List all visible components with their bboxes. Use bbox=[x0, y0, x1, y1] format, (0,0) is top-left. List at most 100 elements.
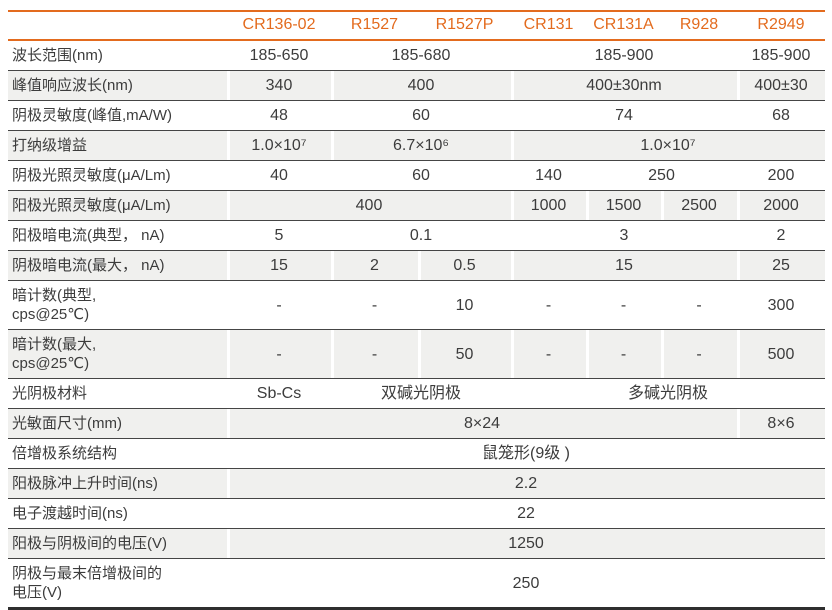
row-label: 光敏面尺寸(mm) bbox=[12, 415, 122, 432]
value-cell: 74 bbox=[511, 101, 737, 131]
value-cell: 1250 bbox=[227, 529, 825, 559]
value-cell: 250 bbox=[227, 559, 825, 609]
value-cell: - bbox=[227, 330, 331, 379]
value-cell: 400 bbox=[227, 191, 511, 221]
value-cell: 8×24 bbox=[227, 409, 737, 439]
value-cell: - bbox=[511, 330, 586, 379]
row-label: 倍增极系统结构 bbox=[12, 445, 118, 462]
row-peak-wavelength: 峰值响应波长(nm) 340 400 400±30nm 400±30 bbox=[8, 70, 825, 101]
value-cell: 68 bbox=[737, 101, 825, 131]
value-cell: 22 bbox=[227, 499, 825, 529]
column-header-cr131: CR131 bbox=[523, 16, 574, 33]
row-label: 暗计数(最大, cps@25℃) bbox=[12, 336, 97, 372]
value-cell: 10 bbox=[418, 281, 511, 330]
value-cell: 140 bbox=[511, 161, 586, 191]
value-cell: 185-900 bbox=[737, 40, 825, 71]
row-label: 阴极与最末倍增极间的 电压(V) bbox=[12, 565, 163, 601]
row-label: 峰值响应波长(nm) bbox=[12, 77, 133, 94]
value-cell: 5 bbox=[227, 221, 331, 251]
row-electron-transit-time: 电子渡越时间(ns) 22 bbox=[8, 498, 825, 529]
value-cell: - bbox=[586, 281, 661, 330]
pmt-spec-table: CR136-02 R1527 R1527P CR131 CR131A R928 … bbox=[8, 10, 825, 610]
value-cell: 340 bbox=[227, 71, 331, 101]
value-cell: - bbox=[511, 281, 586, 330]
row-label: 暗计数(典型, cps@25℃) bbox=[12, 287, 97, 323]
value-cell: 400±30nm bbox=[511, 71, 737, 101]
value-cell: 200 bbox=[737, 161, 825, 191]
value-cell: 鼠笼形(9级 ) bbox=[227, 439, 825, 469]
value-cell: 185-900 bbox=[511, 40, 737, 71]
value-cell: - bbox=[661, 330, 737, 379]
row-label: 打纳级增益 bbox=[12, 137, 88, 154]
value-cell: - bbox=[661, 281, 737, 330]
value-cell: 60 bbox=[331, 161, 511, 191]
value-cell: 48 bbox=[227, 101, 331, 131]
row-anode-luminous-sensitivity: 阳极光照灵敏度(μA/Lm) 400 1000 1500 2500 2000 bbox=[8, 190, 825, 221]
value-cell: 8×6 bbox=[737, 409, 825, 439]
column-header-cr136-02: CR136-02 bbox=[242, 16, 316, 33]
value-cell: 多碱光阴极 bbox=[511, 379, 825, 409]
value-cell: 双碱光阴极 bbox=[331, 379, 511, 409]
row-dynode-structure: 倍增极系统结构 鼠笼形(9级 ) bbox=[8, 438, 825, 469]
value-cell: 1.0×10⁷ bbox=[511, 131, 825, 161]
row-label: 阳极与阴极间的电压(V) bbox=[12, 535, 167, 552]
value-cell: 2000 bbox=[737, 191, 825, 221]
row-cathode-sensitivity: 阴极灵敏度(峰值,mA/W) 48 60 74 68 bbox=[8, 100, 825, 131]
value-cell: 400 bbox=[331, 71, 511, 101]
value-cell: - bbox=[331, 281, 418, 330]
value-cell: 0.1 bbox=[331, 221, 511, 251]
value-cell: Sb-Cs bbox=[227, 379, 331, 409]
row-photosensitive-area: 光敏面尺寸(mm) 8×24 8×6 bbox=[8, 408, 825, 439]
value-cell: 2500 bbox=[661, 191, 737, 221]
value-cell: 2 bbox=[331, 251, 418, 281]
row-label: 阴极暗电流(最大， nA) bbox=[12, 257, 165, 274]
value-cell: 0.5 bbox=[418, 251, 511, 281]
value-cell: 60 bbox=[331, 101, 511, 131]
value-cell: 2 bbox=[737, 221, 825, 251]
row-label: 阴极灵敏度(峰值,mA/W) bbox=[12, 107, 172, 124]
row-label: 波长范围(nm) bbox=[12, 47, 103, 64]
row-label: 光阴极材料 bbox=[12, 385, 88, 402]
column-header-r1527p: R1527P bbox=[435, 16, 494, 33]
value-cell: 185-650 bbox=[227, 40, 331, 71]
row-dynode-gain: 打纳级增益 1.0×10⁷ 6.7×10⁶ 1.0×10⁷ bbox=[8, 130, 825, 161]
value-cell: 1500 bbox=[586, 191, 661, 221]
column-header-r1527: R1527 bbox=[350, 16, 399, 33]
row-label: 阳极光照灵敏度(μA/Lm) bbox=[12, 197, 171, 214]
row-photocathode-material: 光阴极材料 Sb-Cs 双碱光阴极 多碱光阴极 bbox=[8, 378, 825, 409]
row-anode-cathode-voltage: 阳极与阴极间的电压(V) 1250 bbox=[8, 528, 825, 559]
row-label: 阳极暗电流(典型， nA) bbox=[12, 227, 165, 244]
value-cell: 500 bbox=[737, 330, 825, 379]
column-header-r928: R928 bbox=[679, 16, 719, 33]
value-cell: 1000 bbox=[511, 191, 586, 221]
row-dark-counts-typ: 暗计数(典型, cps@25℃) - - 10 - - - 300 bbox=[8, 280, 825, 330]
row-cathode-last-dynode-voltage: 阴极与最末倍增极间的 电压(V) 250 bbox=[8, 558, 825, 609]
column-header-r2949: R2949 bbox=[757, 16, 805, 33]
value-cell: 185-680 bbox=[331, 40, 511, 71]
value-cell: 25 bbox=[737, 251, 825, 281]
header-row: CR136-02 R1527 R1527P CR131 CR131A R928 … bbox=[8, 11, 825, 40]
value-cell: 3 bbox=[511, 221, 737, 251]
value-cell: - bbox=[227, 281, 331, 330]
value-cell: - bbox=[331, 330, 418, 379]
value-cell: 300 bbox=[737, 281, 825, 330]
row-label: 阴极光照灵敏度(μA/Lm) bbox=[12, 167, 171, 184]
value-cell: 2.2 bbox=[227, 469, 825, 499]
value-cell: 6.7×10⁶ bbox=[331, 131, 511, 161]
value-cell: 40 bbox=[227, 161, 331, 191]
row-dark-counts-max: 暗计数(最大, cps@25℃) - - 50 - - - 500 bbox=[8, 329, 825, 379]
value-cell: - bbox=[586, 330, 661, 379]
row-label: 电子渡越时间(ns) bbox=[12, 505, 128, 522]
row-anode-dark-current-typ: 阳极暗电流(典型， nA) 5 0.1 3 2 bbox=[8, 220, 825, 251]
row-anode-pulse-rise-time: 阳极脉冲上升时间(ns) 2.2 bbox=[8, 468, 825, 499]
row-cathode-dark-current-max: 阴极暗电流(最大， nA) 15 2 0.5 15 25 bbox=[8, 250, 825, 281]
value-cell: 50 bbox=[418, 330, 511, 379]
value-cell: 1.0×10⁷ bbox=[227, 131, 331, 161]
column-header-cr131a: CR131A bbox=[593, 16, 654, 33]
value-cell: 400±30 bbox=[737, 71, 825, 101]
row-cathode-luminous-sensitivity: 阴极光照灵敏度(μA/Lm) 40 60 140 250 200 bbox=[8, 160, 825, 191]
row-label: 阳极脉冲上升时间(ns) bbox=[12, 475, 158, 492]
value-cell: 15 bbox=[227, 251, 331, 281]
row-wavelength-range: 波长范围(nm) 185-650 185-680 185-900 185-900 bbox=[8, 40, 825, 71]
